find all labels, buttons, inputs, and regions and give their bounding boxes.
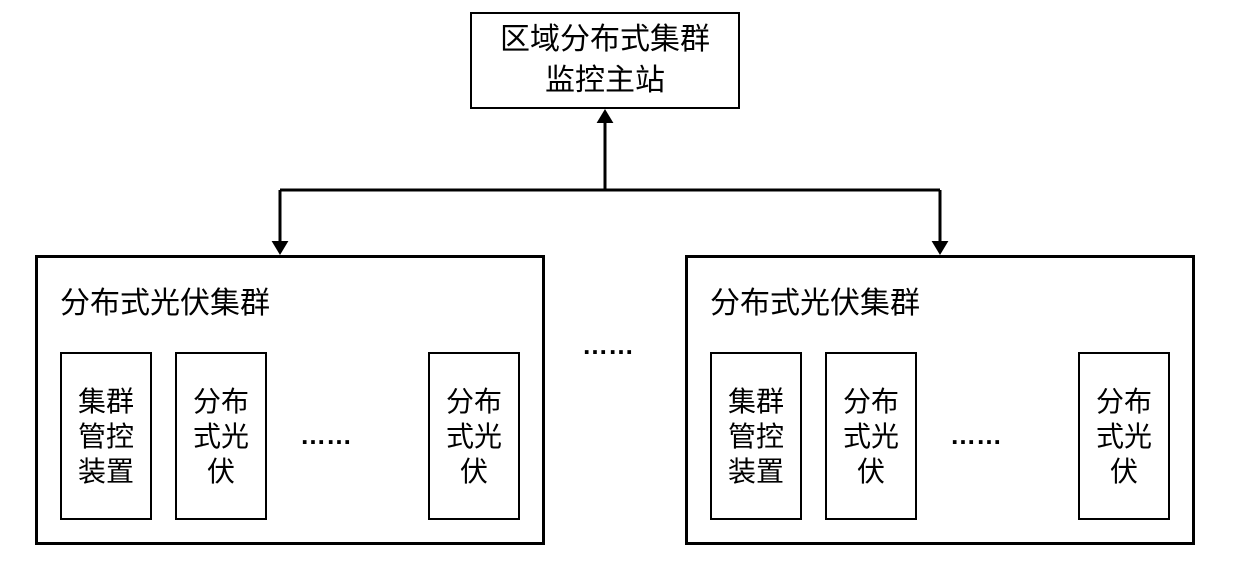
cluster-child-line: 分布 [446,384,502,419]
cluster-child-line: 集群 [78,384,134,419]
cluster-child-line: 伏 [1096,454,1152,489]
cluster-child-line: 装置 [78,454,134,489]
cluster-child-node: 分布式光伏 [428,352,520,520]
child-ellipsis: …… [300,420,352,451]
cluster-child-line: 伏 [843,454,899,489]
cluster-child-node: 分布式光伏 [825,352,917,520]
child-ellipsis: …… [950,420,1002,451]
cluster-child-line: 分布 [1096,384,1152,419]
cluster-child-line: 装置 [728,454,784,489]
cluster-child-line: 伏 [193,454,249,489]
cluster-child-line: 伏 [446,454,502,489]
cluster-child-line: 管控 [78,419,134,454]
cluster-title: 分布式光伏集群 [60,278,270,322]
cluster-child-line: 集群 [728,384,784,419]
cluster-child-node: 分布式光伏 [1078,352,1170,520]
cluster-child-line: 式光 [193,419,249,454]
root-node: 区域分布式集群 监控主站 [470,12,740,109]
cluster-child-node: 分布式光伏 [175,352,267,520]
root-node-line2: 监控主站 [500,61,710,102]
cluster-child-node: 集群管控装置 [60,352,152,520]
cluster-child-line: 式光 [1096,419,1152,454]
cluster-child-line: 管控 [728,419,784,454]
cluster-title: 分布式光伏集群 [710,278,920,322]
cluster-child-line: 分布 [843,384,899,419]
root-node-line1: 区域分布式集群 [500,20,710,61]
cluster-child-line: 式光 [446,419,502,454]
cluster-child-node: 集群管控装置 [710,352,802,520]
cluster-child-line: 式光 [843,419,899,454]
cluster-ellipsis: …… [582,330,634,361]
cluster-child-line: 分布 [193,384,249,419]
